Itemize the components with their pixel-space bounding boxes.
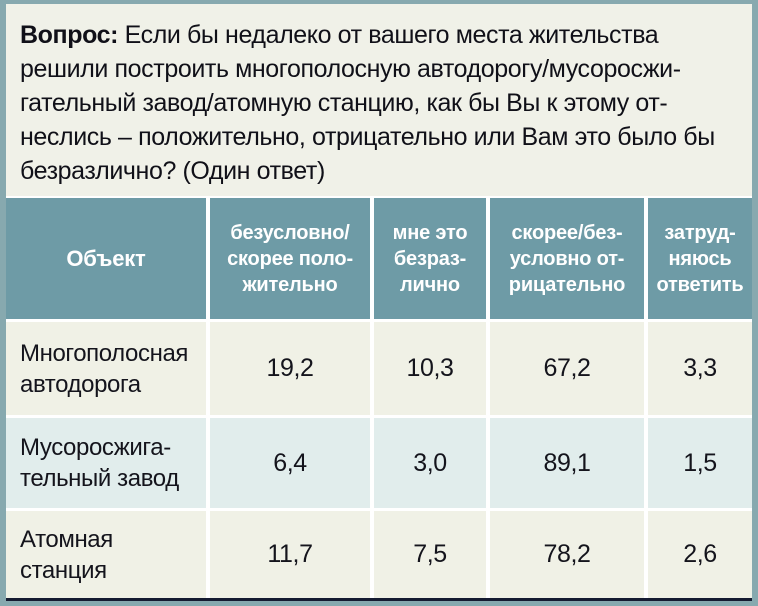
row-label-highway: Многополосная автодорога: [6, 322, 206, 415]
row-label-incinerator: Мусоросжига- тельный завод: [6, 418, 206, 508]
value-cell: 10,3: [374, 322, 486, 415]
value-cell: 6,4: [210, 418, 370, 508]
value-cell: 2,6: [648, 511, 752, 598]
header-cell-object: Объект: [6, 198, 206, 319]
row-label-nuclear: Атомная станция: [6, 511, 206, 598]
value-cell: 19,2: [210, 322, 370, 415]
question-block: Вопрос: Если бы недалеко от вашего места…: [6, 4, 752, 196]
value-cell: 1,5: [648, 418, 752, 508]
bottom-rule: [6, 598, 752, 601]
header-cell-positive: безусловно/ скорее поло- жительно: [210, 198, 370, 319]
question-paragraph: Вопрос: Если бы недалеко от вашего места…: [20, 18, 740, 188]
question-label: Вопрос:: [20, 21, 119, 49]
value-cell: 3,3: [648, 322, 752, 415]
value-cell: 67,2: [490, 322, 644, 415]
header-cell-indifferent: мне это безраз- лично: [374, 198, 486, 319]
question-text: Если бы недалеко от вашего места жительс…: [20, 21, 715, 185]
divider-line: [6, 196, 752, 198]
value-cell: 89,1: [490, 418, 644, 508]
value-cell: 11,7: [210, 511, 370, 598]
header-cell-negative: скорее/без- условно от- рицательно: [490, 198, 644, 319]
value-cell: 7,5: [374, 511, 486, 598]
header-cell-undecided: затруд- няюсь ответить: [648, 198, 752, 319]
value-cell: 3,0: [374, 418, 486, 508]
results-table: Объект безусловно/ скорее поло- жительно…: [6, 198, 752, 598]
value-cell: 78,2: [490, 511, 644, 598]
